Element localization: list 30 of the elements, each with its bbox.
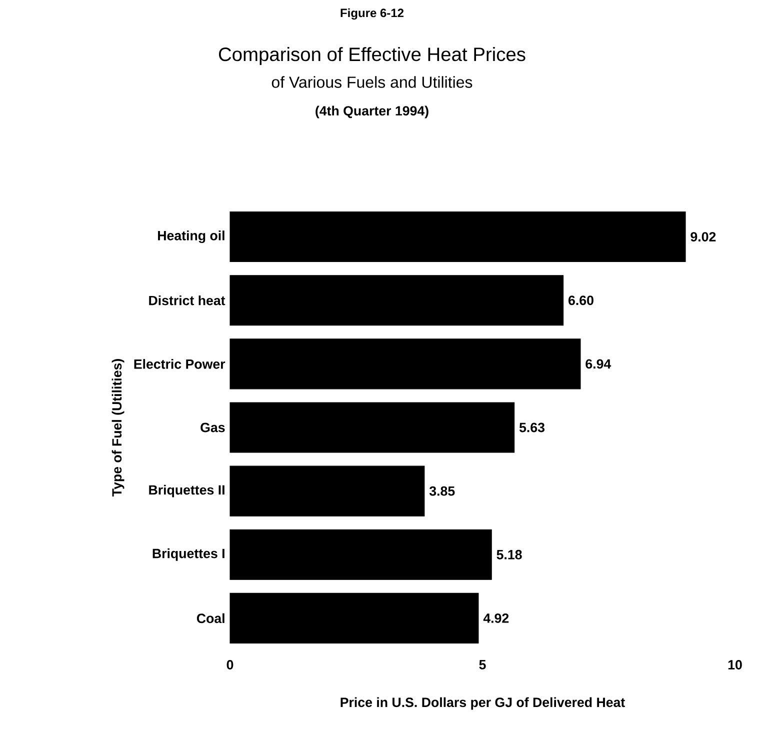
bar <box>230 529 492 580</box>
bar <box>230 466 425 516</box>
y-tick-label: Briquettes II <box>149 484 224 498</box>
bar <box>230 592 479 644</box>
bar <box>230 338 581 390</box>
data-label: 4.92 <box>483 613 509 623</box>
y-tick-label: Coal <box>196 613 224 624</box>
data-label: 3.85 <box>429 486 455 496</box>
y-tick-label: Electric Power <box>134 359 226 369</box>
x-tick-label: 10 <box>728 660 742 670</box>
text: (4th Quarter 1994) <box>316 106 428 118</box>
y-tick-label: Gas <box>200 422 225 432</box>
chart-title: Comparison of Effective Heat Prices <box>218 47 526 65</box>
y-tick-label: District heat <box>149 295 226 306</box>
data-label: 6.60 <box>568 296 594 306</box>
x-tick-label: 0 <box>226 660 234 670</box>
x-tick-label: 5 <box>479 660 486 670</box>
data-label: 5.63 <box>519 422 544 432</box>
chart-subtitle: of Various Fuels and Utilities <box>272 76 472 88</box>
data-label: 5.18 <box>496 550 522 560</box>
bar <box>230 275 564 326</box>
bar <box>230 402 515 453</box>
y-axis-title: Type of Fuel (Utilities) <box>112 359 124 496</box>
caption: Figure 6-12 <box>340 8 404 20</box>
data-label: 6.94 <box>586 359 612 369</box>
x-axis-title: Price in U.S. Dollars per GJ of Delivered Heat <box>340 697 625 710</box>
data-label: 9.02 <box>690 232 716 242</box>
bar <box>230 212 686 262</box>
y-tick-label: Briquettes I <box>152 548 224 561</box>
y-tick-label: Heating oil <box>158 230 224 244</box>
